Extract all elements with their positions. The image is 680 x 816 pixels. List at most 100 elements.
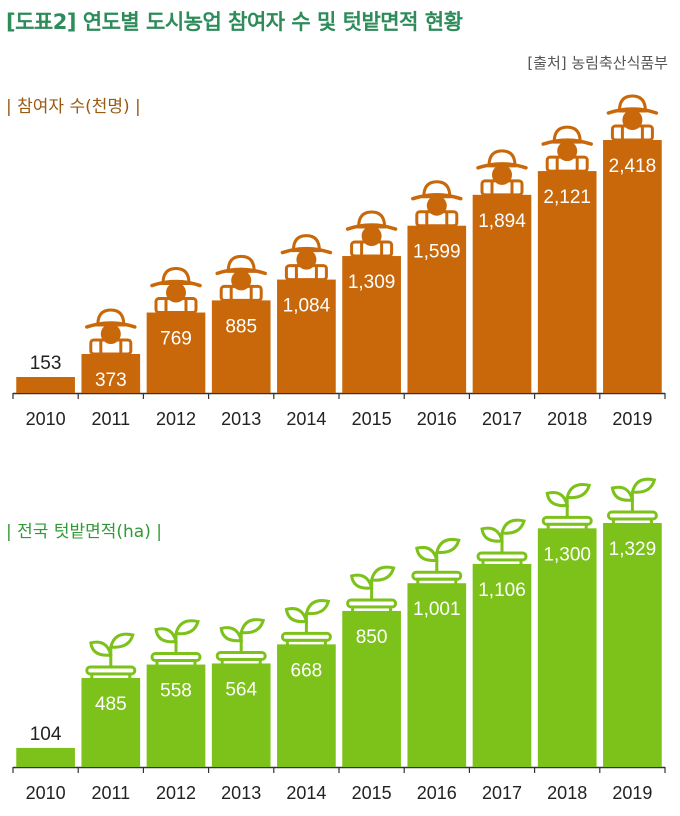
x-tick-label: 2015 xyxy=(352,783,392,803)
bar xyxy=(407,583,467,767)
bar xyxy=(16,747,75,767)
page-title: [도표2] 연도별 도시농업 참여자 수 및 텃밭면적 현황 xyxy=(6,10,463,34)
sprout-leaf xyxy=(154,627,178,644)
data-label: 373 xyxy=(95,370,127,391)
x-tick-label: 2011 xyxy=(91,409,130,429)
x-tick-label: 2010 xyxy=(26,783,66,803)
x-tick-label: 2013 xyxy=(221,409,261,429)
data-label: 1,599 xyxy=(413,242,461,263)
bar xyxy=(81,677,141,767)
bar xyxy=(603,140,662,393)
sprout-leaf xyxy=(108,632,135,649)
sprout-pot-icon xyxy=(606,477,658,527)
bar xyxy=(472,563,532,767)
x-tick-label: 2017 xyxy=(482,409,522,429)
sprout-pot-icon xyxy=(476,518,528,568)
data-label: 1,894 xyxy=(478,211,526,232)
sprout-leaf xyxy=(500,518,526,535)
farmer-hat-icon xyxy=(345,210,398,258)
sprout-leaf xyxy=(239,618,266,635)
farmer-face xyxy=(231,270,252,291)
farmer-face xyxy=(100,323,121,344)
sprout-leaf xyxy=(610,485,635,502)
farmer-face xyxy=(361,226,382,247)
data-label: 668 xyxy=(291,660,323,681)
farmer-hat-icon xyxy=(215,254,267,302)
data-label: 1,106 xyxy=(478,580,526,601)
sprout-leaf xyxy=(565,483,592,500)
sprout-leaf xyxy=(219,626,244,643)
bar xyxy=(81,353,141,393)
sprout-pot-icon xyxy=(411,537,463,587)
x-tick-label: 2016 xyxy=(417,409,457,429)
bar xyxy=(146,664,206,767)
sprout-leaf xyxy=(545,491,570,508)
bar xyxy=(211,663,271,767)
bar xyxy=(16,376,75,393)
data-label: 104 xyxy=(30,724,62,745)
farmer-hat-icon xyxy=(411,180,463,228)
farmer-hat-icon xyxy=(150,267,202,315)
x-tick-label: 2011 xyxy=(91,783,130,803)
data-label: 564 xyxy=(225,679,257,700)
sprout-leaf xyxy=(174,619,200,636)
sprout-leaf xyxy=(304,599,331,616)
sprout-leaf xyxy=(434,537,461,554)
farmer-face xyxy=(296,249,317,270)
data-label: 558 xyxy=(160,681,192,702)
farmer-hat-icon xyxy=(476,149,528,197)
x-tick-label: 2018 xyxy=(547,409,587,429)
sprout-leaf xyxy=(284,607,309,624)
farmer-face xyxy=(492,164,512,185)
farmer-face xyxy=(557,141,578,162)
sprout-pot-icon xyxy=(215,618,267,667)
x-tick-label: 2019 xyxy=(612,783,652,803)
bar xyxy=(277,279,336,393)
data-label: 850 xyxy=(356,627,388,648)
x-tick-label: 2019 xyxy=(612,409,652,429)
bar xyxy=(537,528,597,767)
bar xyxy=(472,194,532,393)
bar xyxy=(146,312,206,393)
data-label: 769 xyxy=(160,329,192,350)
bar xyxy=(277,644,336,767)
data-label: 2,418 xyxy=(609,156,657,177)
data-label: 1,001 xyxy=(413,599,461,620)
farmer-face xyxy=(426,195,447,216)
x-tick-label: 2014 xyxy=(286,783,326,803)
data-label: 885 xyxy=(225,316,257,337)
x-tick-label: 2015 xyxy=(352,409,392,429)
x-tick-label: 2012 xyxy=(156,409,196,429)
sprout-leaf xyxy=(630,477,657,494)
sprout-pot-icon xyxy=(541,483,593,532)
sprout-leaf xyxy=(349,573,374,590)
farmer-hat-icon xyxy=(85,308,137,356)
x-tick-label: 2018 xyxy=(547,783,587,803)
bar xyxy=(342,610,401,767)
sprout-leaf xyxy=(89,640,113,657)
sprout-pot-icon xyxy=(346,565,398,615)
x-tick-label: 2014 xyxy=(286,409,326,429)
x-tick-label: 2017 xyxy=(482,783,522,803)
bar xyxy=(342,256,401,393)
data-label: 2,121 xyxy=(543,187,591,208)
farmer-hat-icon xyxy=(280,234,333,282)
data-label: 485 xyxy=(95,694,127,715)
x-tick-label: 2016 xyxy=(417,783,457,803)
garden-area-chart-title: | 전국 텃밭면적(ha) | xyxy=(6,522,162,542)
sprout-pot-icon xyxy=(150,619,202,669)
sprout-pot-icon xyxy=(85,632,137,682)
data-label: 1,329 xyxy=(609,539,657,560)
farmer-hat-icon xyxy=(541,125,593,173)
data-label: 1,084 xyxy=(283,296,331,317)
sprout-leaf xyxy=(480,526,504,543)
sprout-leaf xyxy=(415,545,439,562)
data-label: 153 xyxy=(30,353,62,374)
participants-chart-title: | 참여자 수(천명) | xyxy=(6,97,141,117)
data-label: 1,309 xyxy=(348,272,396,293)
garden-area-chart: 104 2010 485 2011 558 2012 564 2013 668 2014 850 20… xyxy=(12,477,666,803)
x-tick-label: 2013 xyxy=(221,783,261,803)
bar xyxy=(407,225,467,393)
farmer-face xyxy=(622,110,643,130)
